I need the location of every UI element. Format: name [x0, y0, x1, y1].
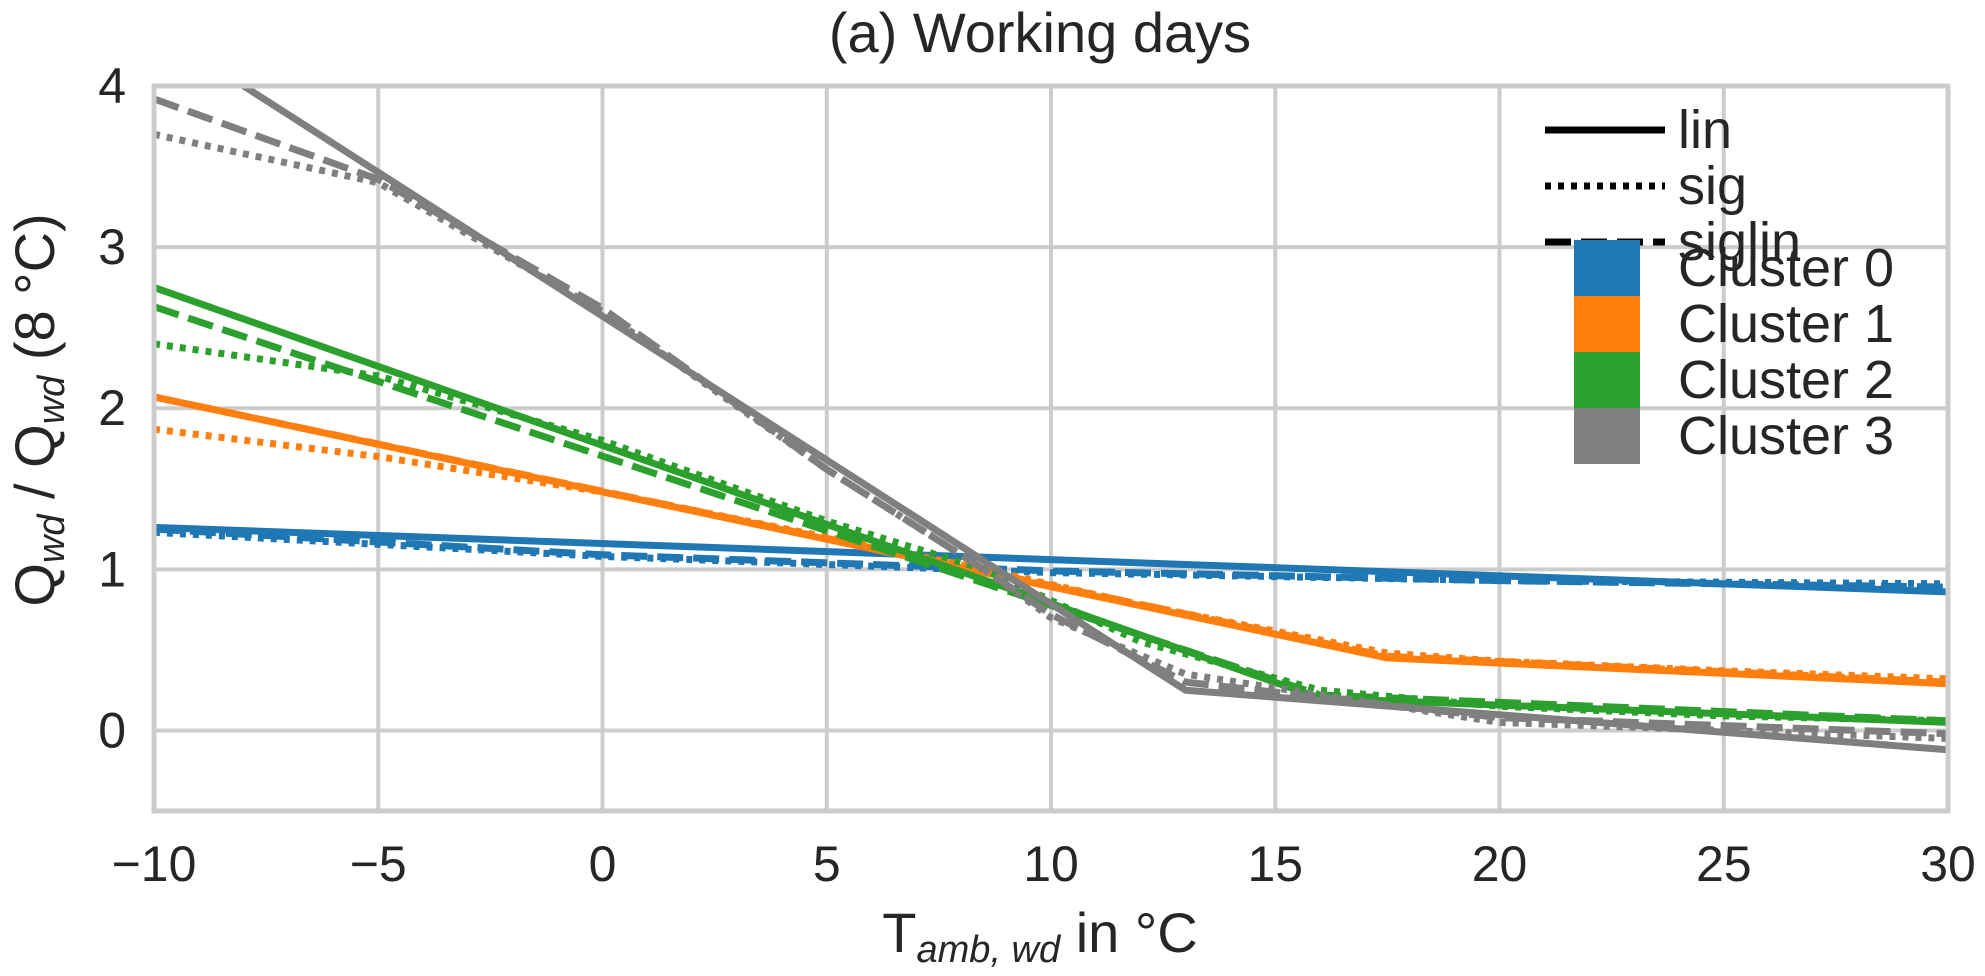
- legend-swatch-cluster-1: [1574, 296, 1640, 352]
- y-tick-label: 3: [98, 219, 126, 275]
- x-tick-label: 15: [1247, 836, 1303, 892]
- y-axis-label-mid: / Q: [3, 424, 66, 514]
- x-tick-label: −10: [112, 836, 197, 892]
- plot-frame: [151, 83, 1951, 814]
- y-axis-label-q1: Q: [3, 563, 66, 607]
- x-tick-label: 0: [589, 836, 617, 892]
- legend-label-cluster-2: Cluster 2: [1678, 350, 1894, 410]
- series-line-cluster-3-siglin: [154, 95, 1948, 738]
- legend-label-lin: lin: [1678, 100, 1732, 160]
- series-line-cluster-3-sig: [154, 130, 1948, 742]
- legend-swatch-cluster-3: [1574, 408, 1640, 464]
- x-tick-label: 5: [813, 836, 841, 892]
- x-axis-label-rest: in °C: [1060, 901, 1198, 964]
- y-axis-label-sub2: wd: [31, 374, 73, 424]
- x-tick-labels: −10 −5 0 5 10 15 20 25 30: [112, 836, 1976, 892]
- series-line-cluster-3-lin: [241, 86, 1948, 754]
- y-axis-label-sub1: wd: [31, 513, 73, 563]
- y-tick-label: 4: [98, 58, 126, 114]
- legend-label-siglin: siglin: [1678, 212, 1801, 272]
- legend-label-cluster-3: Cluster 3: [1678, 406, 1894, 466]
- x-tick-label: 30: [1920, 836, 1976, 892]
- series-line-cluster-2-sig: [154, 340, 1948, 725]
- legend-swatch-cluster-0: [1574, 240, 1640, 296]
- chart-title: (a) Working days: [829, 1, 1251, 64]
- y-axis-label: Qwd / Qwd (8 °C): [3, 213, 73, 606]
- legend-label-cluster-0: Cluster 0: [1678, 238, 1894, 298]
- x-tick-label: 20: [1472, 836, 1528, 892]
- x-axis-label-main: T: [882, 901, 916, 964]
- series-line-cluster-0-siglin: [154, 525, 1948, 591]
- x-axis-label-subscript: amb, wd: [917, 929, 1062, 971]
- series-line-cluster-1-siglin: [154, 393, 1948, 686]
- legend-label-cluster-1: Cluster 1: [1678, 294, 1894, 354]
- y-tick-label: 1: [98, 541, 126, 597]
- legend-label-sig: sig: [1678, 156, 1747, 216]
- x-axis-label: Tamb, wd in °C: [882, 901, 1197, 971]
- y-tick-label: 2: [98, 380, 126, 436]
- legend-swatch-cluster-2: [1574, 352, 1640, 408]
- y-tick-label: 0: [98, 702, 126, 758]
- x-tick-label: 10: [1023, 836, 1079, 892]
- y-tick-labels: 0 1 2 3 4: [98, 58, 126, 758]
- x-tick-label: 25: [1696, 836, 1752, 892]
- series-layer: [154, 86, 1948, 754]
- y-axis-label-rest: (8 °C): [3, 213, 66, 375]
- x-tick-label: −5: [350, 836, 407, 892]
- series-line-cluster-1-sig: [154, 425, 1948, 683]
